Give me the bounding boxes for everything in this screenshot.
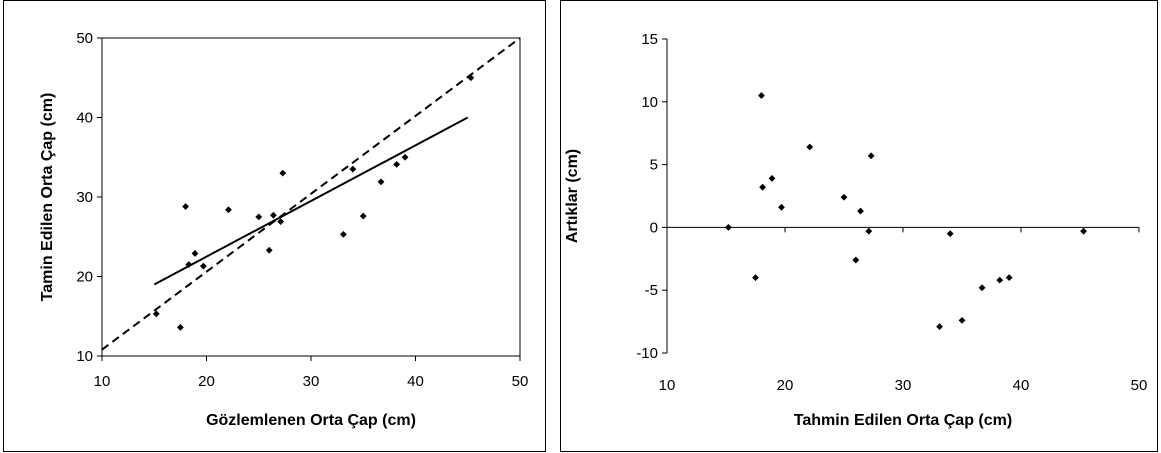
chart-panel-left: 10 20 30 40 50 10 20 30 40 50 Gözlemlenen Orta Çap…: [3, 0, 546, 452]
data-point: [946, 230, 954, 238]
y-tick-label: 30: [76, 189, 93, 206]
data-point: [176, 323, 184, 331]
x-tick-label: 10: [659, 377, 676, 394]
data-point: [279, 169, 287, 177]
y-tick-label: 5: [650, 157, 658, 174]
x-tick-label: 20: [198, 373, 215, 390]
observed-vs-estimated-chart: 10 20 30 40 50 10 20 30 40 50 Gözlemlenen Orta Çap…: [39, 30, 529, 429]
data-point: [349, 165, 357, 173]
data-point: [759, 183, 766, 191]
y-tick-label: 0: [650, 219, 658, 236]
data-point: [867, 152, 875, 160]
y-tick-label: 10: [641, 94, 658, 111]
data-point: [806, 143, 814, 151]
x-tick-label: 40: [1013, 377, 1030, 394]
reference-line-dashed: [101, 37, 521, 351]
data-point: [191, 250, 199, 257]
data-point: [840, 193, 848, 201]
data-point: [936, 323, 943, 331]
data-point: [768, 175, 776, 182]
y-axis-title: Artıklar (cm): [564, 149, 581, 243]
data-point: [996, 276, 1004, 284]
data-point: [339, 230, 347, 238]
data-point: [393, 161, 401, 168]
data-point: [401, 153, 409, 161]
data-point: [182, 203, 189, 210]
regression-line: [153, 116, 469, 286]
data-point: [269, 211, 277, 219]
x-tick-label: 20: [777, 377, 794, 394]
y-tick-label: -10: [636, 345, 658, 362]
data-point: [724, 224, 732, 231]
data-point: [199, 262, 207, 270]
x-axis-title: Gözlemlenen Orta Çap (cm): [206, 412, 416, 429]
data-point: [152, 310, 160, 318]
y-tick-label: 50: [76, 30, 93, 47]
data-point: [857, 207, 864, 215]
data-point: [225, 206, 232, 214]
data-point: [1080, 227, 1087, 235]
x-tick-label: 50: [512, 373, 529, 390]
data-point: [958, 316, 966, 324]
x-tick-label: 50: [1131, 377, 1148, 394]
data-point: [1005, 274, 1013, 282]
data-point: [255, 213, 263, 221]
data-point: [758, 92, 765, 99]
x-tick-label: 40: [407, 373, 424, 390]
data-point: [277, 218, 285, 226]
chart-panel-right: 10 20 30 40 50 -10 -5 0 5 10 15 Tahmin Edilen Orta …: [560, 0, 1158, 452]
data-point: [865, 227, 873, 235]
data-point: [467, 74, 475, 82]
x-tick-label: 30: [303, 373, 320, 390]
data-point: [752, 274, 759, 282]
y-tick-label: 10: [76, 348, 93, 365]
data-point: [185, 261, 193, 268]
y-tick-label: 20: [76, 269, 93, 286]
y-axis-title: Tamin Edilen Orta Çap (cm): [39, 93, 56, 302]
data-point: [377, 178, 385, 186]
data-point: [359, 212, 367, 220]
y-tick-label: 15: [641, 31, 658, 48]
y-tick-label: -5: [645, 282, 658, 299]
data-point: [778, 203, 785, 211]
data-point: [265, 246, 273, 254]
x-axis-title: Tahmin Edilen Orta Çap (cm): [794, 412, 1012, 429]
x-tick-label: 10: [94, 373, 111, 390]
residuals-chart: 10 20 30 40 50 -10 -5 0 5 10 15 Tahmin Edilen Orta …: [564, 31, 1148, 429]
data-point: [978, 284, 986, 292]
y-tick-label: 40: [76, 110, 93, 127]
data-point: [852, 256, 860, 264]
x-tick-label: 30: [895, 377, 912, 394]
